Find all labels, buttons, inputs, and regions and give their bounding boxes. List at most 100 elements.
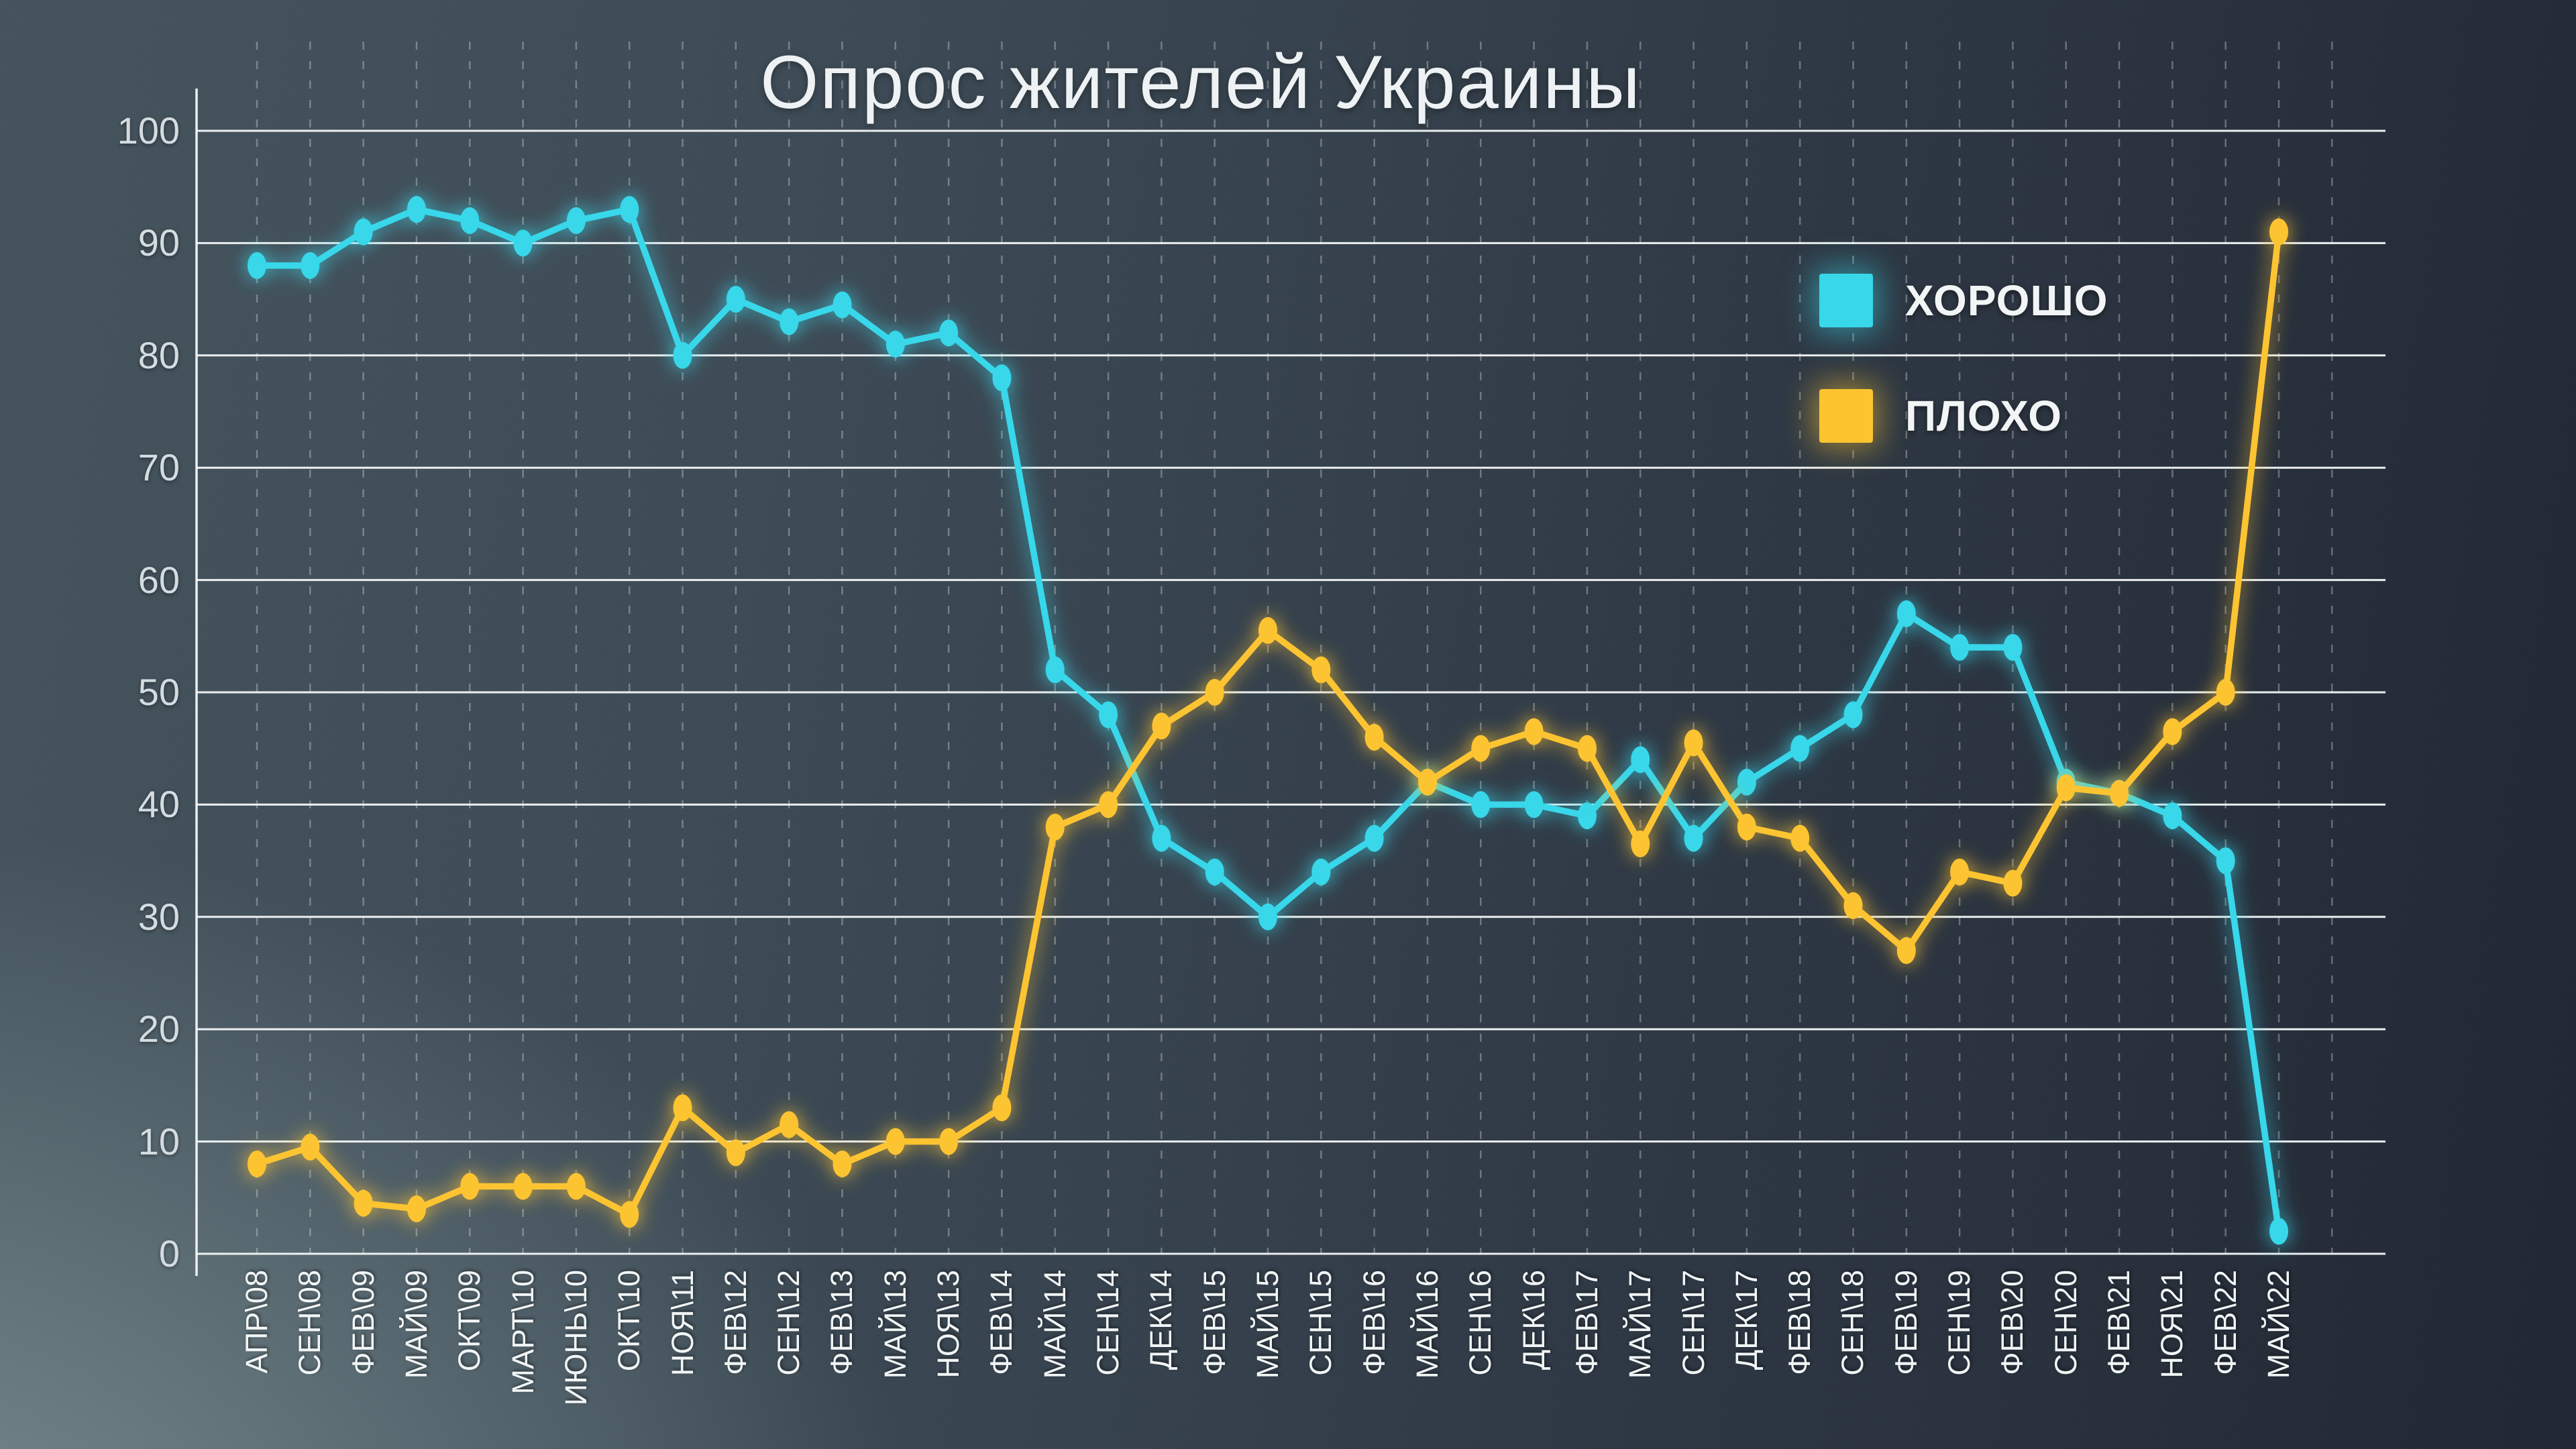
x-axis-tick-label: ФЕВ\20 xyxy=(1996,1270,2029,1375)
line-chart xyxy=(0,0,2576,1449)
data-point-marker xyxy=(407,196,426,223)
data-point-marker xyxy=(1152,825,1171,852)
x-axis-tick-label: МАЙ\16 xyxy=(1411,1270,1444,1379)
x-axis-tick-label: ФЕВ\18 xyxy=(1783,1270,1817,1375)
data-point-marker xyxy=(1311,657,1330,684)
data-point-marker xyxy=(1046,814,1065,841)
y-axis-tick-label: 20 xyxy=(5,1007,180,1051)
data-point-marker xyxy=(833,291,851,318)
legend-swatch-bad-icon xyxy=(1819,389,1873,443)
data-point-marker xyxy=(674,342,692,369)
data-point-marker xyxy=(2110,780,2129,807)
x-axis-tick-label: ФЕВ\21 xyxy=(2102,1270,2136,1375)
data-point-marker xyxy=(727,1139,745,1166)
data-point-marker xyxy=(780,1111,798,1138)
x-axis-tick-label: ДЕК\14 xyxy=(1144,1270,1178,1370)
x-axis-tick-label: ФЕВ\17 xyxy=(1570,1270,1604,1375)
data-point-marker xyxy=(886,1128,905,1155)
x-axis-tick-label: НОЯ\13 xyxy=(932,1270,965,1379)
data-point-marker xyxy=(248,1150,266,1177)
data-point-marker xyxy=(1205,859,1224,885)
y-axis-tick-label: 80 xyxy=(5,333,180,378)
x-axis-tick-label: МАЙ\14 xyxy=(1038,1270,1072,1379)
data-point-marker xyxy=(1950,859,1969,885)
data-point-marker xyxy=(1099,701,1118,728)
data-point-marker xyxy=(939,319,958,346)
x-axis-tick-label: ФЕВ\15 xyxy=(1198,1270,1232,1375)
y-axis-tick-label: 30 xyxy=(5,895,180,939)
data-point-marker xyxy=(2057,774,2076,801)
data-point-marker xyxy=(1897,937,1916,964)
x-axis-tick-label: СЕН\17 xyxy=(1677,1270,1711,1376)
data-point-marker xyxy=(1471,735,1490,762)
x-axis-tick-label: АПР\08 xyxy=(240,1270,274,1373)
data-point-marker xyxy=(354,219,373,246)
data-point-marker xyxy=(1365,724,1384,751)
x-axis-tick-label: СЕН\15 xyxy=(1304,1270,1338,1376)
poll-chart-page: { "chart_data": { "type": "line", "title… xyxy=(0,0,2576,1449)
legend-label-good: ХОРОШО xyxy=(1905,276,2108,325)
x-axis-tick-label: МАЙ\22 xyxy=(2262,1270,2296,1379)
data-point-marker xyxy=(2216,679,2235,706)
data-point-marker xyxy=(1525,791,1544,818)
data-point-marker xyxy=(354,1190,373,1217)
data-point-marker xyxy=(1525,718,1544,745)
x-axis-tick-label: СЕН\18 xyxy=(1836,1270,1870,1376)
x-axis-tick-label: МАЙ\17 xyxy=(1623,1270,1657,1379)
data-point-marker xyxy=(2163,802,2182,829)
legend-label-bad: ПЛОХО xyxy=(1905,391,2062,441)
x-axis-tick-label: ДЕК\17 xyxy=(1730,1270,1764,1370)
data-point-marker xyxy=(2269,1218,2288,1245)
legend-item-bad: ПЛОХО xyxy=(1819,389,2108,443)
x-axis-tick-label: ФЕВ\14 xyxy=(985,1270,1018,1375)
data-point-marker xyxy=(1843,892,1862,919)
y-axis-tick-label: 10 xyxy=(5,1120,180,1164)
data-point-marker xyxy=(407,1195,426,1222)
legend: ХОРОШО ПЛОХО xyxy=(1819,274,2108,443)
data-point-marker xyxy=(886,331,905,358)
data-point-marker xyxy=(567,207,586,234)
x-axis-tick-label: ОКТ\10 xyxy=(612,1270,646,1371)
x-axis-tick-label: ФЕВ\13 xyxy=(825,1270,859,1375)
data-point-marker xyxy=(2216,847,2235,874)
data-point-marker xyxy=(780,309,798,335)
data-point-marker xyxy=(1897,600,1916,627)
data-point-marker xyxy=(301,252,319,279)
x-axis-tick-label: ФЕВ\19 xyxy=(1890,1270,1923,1375)
data-point-marker xyxy=(460,207,479,234)
x-axis-tick-label: СЕН\14 xyxy=(1091,1270,1125,1376)
x-axis-tick-label: ИЮНЬ\10 xyxy=(559,1270,593,1405)
data-point-marker xyxy=(1418,769,1437,796)
data-point-marker xyxy=(1950,634,1969,661)
data-point-marker xyxy=(248,252,266,279)
data-point-marker xyxy=(2003,634,2022,661)
x-axis-tick-label: МАЙ\13 xyxy=(879,1270,912,1379)
data-point-marker xyxy=(1471,791,1490,818)
y-axis-tick-label: 70 xyxy=(5,445,180,490)
x-axis-tick-label: СЕН\12 xyxy=(772,1270,806,1376)
x-axis-tick-label: НОЯ\21 xyxy=(2155,1270,2189,1379)
x-axis-tick-label: МАЙ\15 xyxy=(1251,1270,1285,1379)
data-point-marker xyxy=(1578,735,1597,762)
y-axis-tick-label: 50 xyxy=(5,670,180,714)
x-axis-tick-label: ОКТ\09 xyxy=(453,1270,486,1371)
data-point-marker xyxy=(1046,657,1065,684)
x-axis-tick-label: ФЕВ\09 xyxy=(347,1270,380,1375)
data-point-marker xyxy=(514,1173,533,1200)
y-axis-tick-label: 90 xyxy=(5,221,180,265)
data-point-marker xyxy=(620,1201,639,1228)
data-point-marker xyxy=(567,1173,586,1200)
data-point-marker xyxy=(992,364,1011,391)
noise-texture xyxy=(0,0,2576,1449)
x-axis-tick-label: СЕН\19 xyxy=(1943,1270,1976,1376)
data-point-marker xyxy=(2163,718,2182,745)
data-point-marker xyxy=(1631,830,1650,857)
data-point-marker xyxy=(833,1150,851,1177)
data-point-marker xyxy=(1152,712,1171,739)
legend-swatch-good-icon xyxy=(1819,274,1873,327)
data-point-marker xyxy=(939,1128,958,1155)
data-point-marker xyxy=(1365,825,1384,852)
y-axis-tick-label: 100 xyxy=(5,109,180,153)
legend-item-good: ХОРОШО xyxy=(1819,274,2108,327)
data-point-marker xyxy=(1205,679,1224,706)
